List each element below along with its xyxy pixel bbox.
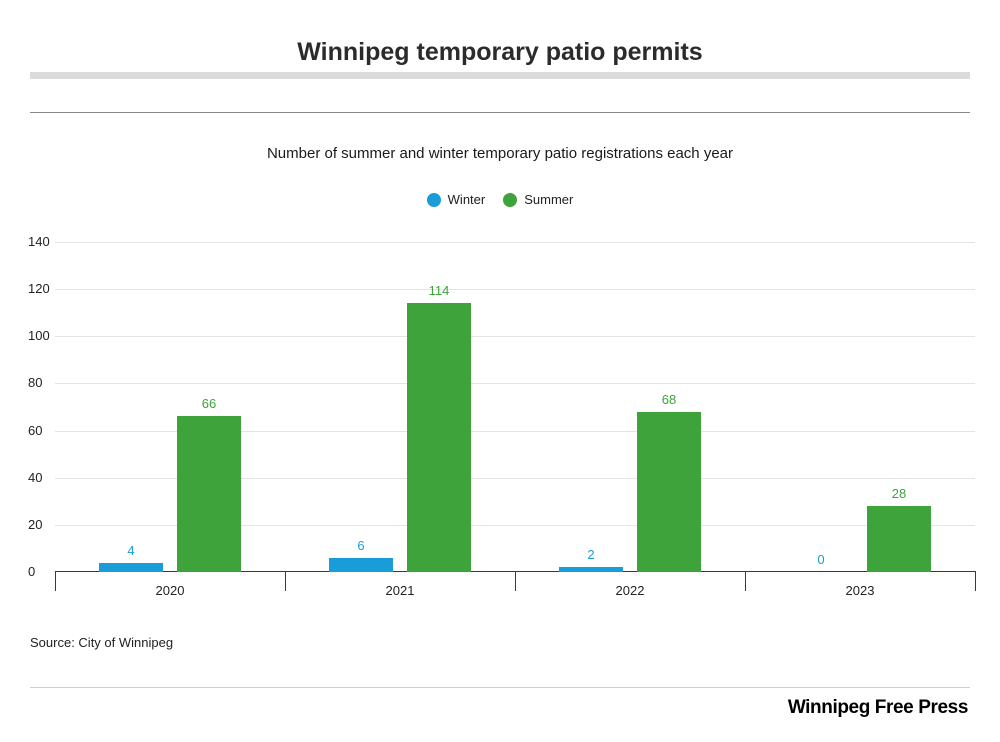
source-note: Source: City of Winnipeg xyxy=(30,635,174,650)
bar-summer-2021 xyxy=(407,303,471,572)
page-title: Winnipeg temporary patio permits xyxy=(297,38,703,66)
bar-value-label: 6 xyxy=(357,537,365,553)
chart-subtitle: Number of summer and winter temporary pa… xyxy=(266,145,734,162)
bar-winter-2020 xyxy=(99,562,163,572)
gridline xyxy=(55,430,975,432)
bar-summer-2023 xyxy=(867,506,931,572)
bar-value-label: 2 xyxy=(587,547,595,563)
legend-label: Summer xyxy=(524,192,574,207)
legend-dot-icon xyxy=(503,192,518,207)
y-axis-tick-label: 20 xyxy=(28,516,43,532)
gridline xyxy=(55,289,975,291)
y-axis-tick-label: 40 xyxy=(28,469,43,485)
footer-divider xyxy=(30,687,970,688)
brand-logo: Winnipeg Free Press xyxy=(787,697,969,718)
top-divider xyxy=(30,112,970,113)
y-axis-tick-label: 120 xyxy=(28,281,50,297)
legend-item-winter: Winter xyxy=(426,192,486,207)
bar-summer-2022 xyxy=(637,411,701,572)
bar-winter-2022 xyxy=(559,567,623,572)
legend-item-summer: Summer xyxy=(503,192,573,207)
x-axis-label: 2020 xyxy=(155,583,185,598)
x-axis-tick xyxy=(975,571,976,591)
legend-label: Winter xyxy=(447,192,486,207)
bar-value-label: 0 xyxy=(817,552,825,567)
gridline xyxy=(55,477,975,479)
x-axis-tick xyxy=(55,571,56,591)
legend-dot-icon xyxy=(426,192,441,207)
chart-legend: Winter Summer xyxy=(0,192,1000,207)
bar-value-label: 66 xyxy=(201,396,217,412)
x-axis-tick xyxy=(745,571,746,591)
gridline xyxy=(55,383,975,385)
y-axis-tick-label: 0 xyxy=(28,564,36,579)
y-axis-tick-label: 80 xyxy=(28,375,43,391)
y-axis-tick-label: 140 xyxy=(28,234,50,249)
x-axis-tick xyxy=(285,571,286,591)
x-axis-label: 2023 xyxy=(845,583,875,598)
gridline xyxy=(55,524,975,526)
y-axis-tick-label: 100 xyxy=(28,328,50,344)
x-axis-tick xyxy=(515,571,516,591)
bar-value-label: 4 xyxy=(127,542,135,558)
bar-value-label: 28 xyxy=(891,486,907,501)
x-axis-line xyxy=(55,571,975,572)
title-underline-bar xyxy=(30,72,970,79)
y-axis-tick-label: 60 xyxy=(28,422,43,438)
gridline xyxy=(55,242,975,243)
x-axis-label: 2022 xyxy=(615,583,645,598)
x-axis-label: 2021 xyxy=(385,583,415,598)
bar-summer-2020 xyxy=(177,416,241,572)
bar-value-label: 68 xyxy=(661,391,677,407)
bar-value-label: 114 xyxy=(428,283,450,299)
gridline xyxy=(55,336,975,338)
bar-winter-2021 xyxy=(329,557,393,572)
